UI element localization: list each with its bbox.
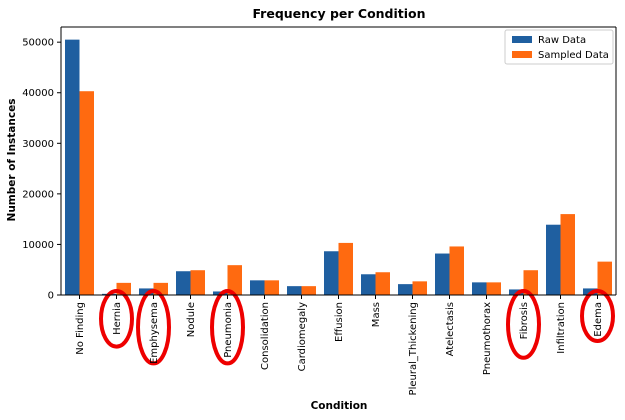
- legend-label: Raw Data: [538, 35, 586, 46]
- highlight-annotations: [99, 289, 615, 366]
- bar-sampled: [338, 242, 353, 295]
- bar-sampled: [486, 282, 501, 295]
- bar-raw: [546, 224, 561, 295]
- bar-sampled: [560, 214, 575, 295]
- highlight-circle: [506, 289, 541, 360]
- bar-raw: [176, 271, 191, 295]
- bar-sampled: [79, 91, 94, 295]
- bar-raw: [398, 284, 413, 295]
- x-tick-label: Hernia: [112, 302, 123, 335]
- y-tick-label: 40000: [22, 88, 54, 99]
- bar-sampled: [227, 265, 242, 295]
- bar-sampled: [412, 281, 427, 295]
- bar-sampled: [190, 270, 205, 295]
- highlight-circle: [99, 289, 134, 349]
- bar-raw: [361, 274, 376, 295]
- highlight-circle: [210, 289, 245, 366]
- x-tick-label: No Finding: [75, 302, 86, 355]
- legend-swatch: [512, 36, 532, 43]
- bar-raw: [65, 39, 80, 295]
- x-tick-label: Effusion: [334, 302, 345, 342]
- bar-raw: [435, 253, 450, 295]
- y-tick-label: 30000: [22, 139, 54, 150]
- legend-label: Sampled Data: [538, 50, 609, 61]
- bar-sampled: [375, 272, 390, 295]
- legend: Raw Data Sampled Data: [504, 29, 614, 65]
- bar-sampled: [264, 280, 279, 295]
- y-tick-label: 10000: [22, 240, 54, 251]
- chart-title: Frequency per Condition: [252, 6, 425, 21]
- legend-swatch: [512, 51, 532, 58]
- x-axis-label: Condition: [311, 400, 368, 412]
- y-tick-label: 0: [48, 291, 54, 302]
- y-axis-label: Number of Instances: [6, 99, 18, 222]
- x-tick-label: Atelectasis: [445, 302, 456, 356]
- y-tick-label: 20000: [22, 189, 54, 200]
- x-tick-label: Consolidation: [260, 302, 271, 370]
- x-tick-label: Pleural_Thickening: [408, 302, 419, 395]
- bar-raw: [250, 280, 265, 295]
- x-tick-label: Edema: [593, 302, 604, 337]
- bar-sampled: [597, 261, 612, 295]
- bar-sampled: [449, 246, 464, 295]
- x-tick-label: Mass: [371, 302, 382, 327]
- x-tick-label: Fibrosis: [519, 302, 530, 339]
- x-tick-label: Nodule: [186, 302, 197, 337]
- bar-raw: [472, 282, 487, 295]
- bar-raw: [324, 251, 339, 295]
- x-tick-label: Pneumothorax: [482, 302, 493, 375]
- x-tick-label: Emphysema: [149, 302, 160, 364]
- axes-group: 0 10000 20000 30000 40000 50000 No Finding Hern…: [22, 26, 617, 395]
- bar-sampled: [523, 270, 538, 295]
- highlight-circle: [136, 289, 171, 366]
- bars-group: [65, 39, 612, 295]
- x-tick-label: Pneumonia: [223, 302, 234, 358]
- y-tick-label: 50000: [22, 38, 54, 49]
- bar-raw: [287, 286, 302, 295]
- x-tick-label: Infiltration: [556, 302, 567, 354]
- bar-raw: [139, 288, 154, 295]
- bar-sampled: [301, 286, 316, 295]
- x-tick-label: Cardiomegaly: [297, 302, 308, 371]
- highlight-circle: [580, 289, 615, 343]
